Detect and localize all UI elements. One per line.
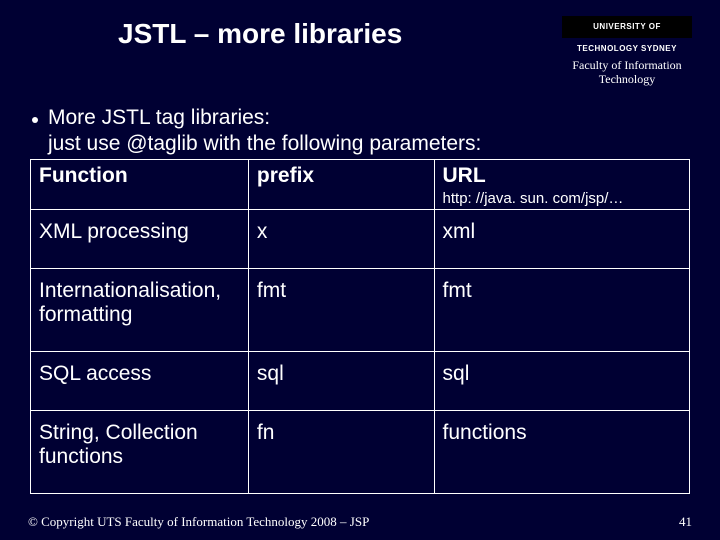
- bullet-line2: just use @taglib with the following para…: [48, 132, 481, 155]
- table-row: XML processing x xml: [31, 210, 690, 269]
- cell-function: String, Collection functions: [31, 411, 249, 494]
- faculty-label: Faculty of Information Technology: [562, 58, 692, 87]
- col-header-url-sub: http: //java. sun. com/jsp/…: [443, 190, 681, 207]
- libraries-table: Function prefix URL http: //java. sun. c…: [30, 159, 690, 494]
- col-header-function: Function: [31, 160, 249, 210]
- slide-title: JSTL – more libraries: [118, 18, 402, 50]
- university-logo: UNIVERSITY OF TECHNOLOGY SYDNEY: [562, 16, 692, 38]
- page-number: 41: [679, 514, 692, 530]
- university-block: UNIVERSITY OF TECHNOLOGY SYDNEY Faculty …: [562, 16, 692, 87]
- cell-function: Internationalisation, formatting: [31, 269, 249, 352]
- cell-url: fmt: [434, 269, 689, 352]
- cell-url: functions: [434, 411, 689, 494]
- table-row: SQL access sql sql: [31, 352, 690, 411]
- slide: JSTL – more libraries UNIVERSITY OF TECH…: [0, 0, 720, 540]
- cell-prefix: x: [248, 210, 434, 269]
- table-header-row: Function prefix URL http: //java. sun. c…: [31, 160, 690, 210]
- cell-function: SQL access: [31, 352, 249, 411]
- bullet-line1: More JSTL tag libraries:: [48, 106, 270, 129]
- cell-url: sql: [434, 352, 689, 411]
- col-header-url: URL http: //java. sun. com/jsp/…: [434, 160, 689, 210]
- header-row: JSTL – more libraries UNIVERSITY OF TECH…: [28, 14, 692, 87]
- faculty-line1: Faculty of Information: [572, 58, 681, 72]
- table-row: Internationalisation, formatting fmt fmt: [31, 269, 690, 352]
- cell-function: XML processing: [31, 210, 249, 269]
- cell-url: xml: [434, 210, 689, 269]
- bullet-text: More JSTL tag libraries: just use @tagli…: [48, 105, 481, 158]
- col-header-prefix: prefix: [248, 160, 434, 210]
- bullet-dot-icon: [32, 117, 38, 123]
- table-row: String, Collection functions fn function…: [31, 411, 690, 494]
- cell-prefix: sql: [248, 352, 434, 411]
- cell-prefix: fn: [248, 411, 434, 494]
- copyright-text: © Copyright UTS Faculty of Information T…: [28, 514, 369, 530]
- col-header-url-label: URL: [443, 164, 681, 188]
- body: More JSTL tag libraries: just use @tagli…: [28, 105, 692, 495]
- bullet-item: More JSTL tag libraries: just use @tagli…: [28, 105, 692, 158]
- faculty-line2: Technology: [599, 72, 655, 86]
- cell-prefix: fmt: [248, 269, 434, 352]
- footer: © Copyright UTS Faculty of Information T…: [28, 514, 692, 530]
